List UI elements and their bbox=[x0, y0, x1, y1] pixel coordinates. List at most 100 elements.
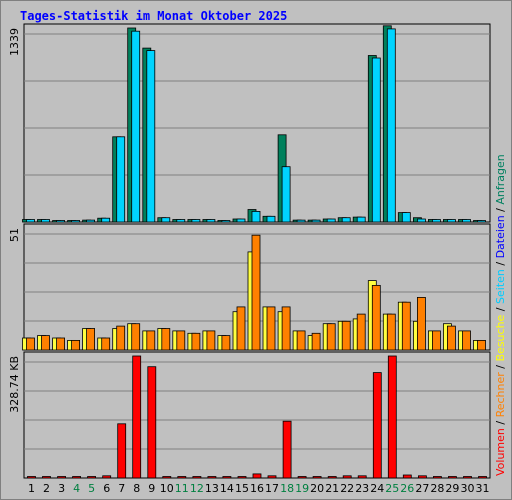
bar-besuche-day-27 bbox=[416, 296, 426, 351]
bar-besuche-day-28 bbox=[431, 330, 441, 351]
bar-besuche-day-13 bbox=[206, 330, 216, 351]
bar-seiten-day-8 bbox=[131, 30, 141, 223]
day-label-5: 5 bbox=[88, 482, 95, 495]
day-label-29: 29 bbox=[445, 482, 459, 495]
bar-volumen-day-4 bbox=[72, 476, 81, 479]
bar-besuche-day-1 bbox=[26, 337, 35, 351]
bar-seiten-day-22 bbox=[341, 217, 351, 223]
bar-volumen-day-10 bbox=[162, 476, 172, 479]
plot-area bbox=[23, 23, 491, 223]
bar-seiten-day-20 bbox=[311, 219, 321, 223]
bar-besuche-day-31 bbox=[477, 339, 486, 351]
bar-besuche-day-23 bbox=[356, 313, 366, 351]
day-label-14: 14 bbox=[220, 482, 234, 495]
day-label-3: 3 bbox=[58, 482, 65, 495]
day-label-13: 13 bbox=[205, 482, 219, 495]
bar-seiten-day-24 bbox=[371, 57, 381, 223]
legend-item-rechner: Rechner bbox=[494, 372, 507, 418]
day-label-15: 15 bbox=[235, 482, 249, 495]
day-label-28: 28 bbox=[430, 482, 444, 495]
day-label-26: 26 bbox=[400, 482, 414, 495]
bar-seiten-day-11 bbox=[176, 219, 186, 223]
bar-seiten-day-28 bbox=[431, 219, 441, 223]
bar-volumen-day-20 bbox=[312, 476, 322, 479]
bar-besuche-day-26 bbox=[401, 301, 411, 351]
day-label-19: 19 bbox=[295, 482, 309, 495]
day-label-9: 9 bbox=[148, 482, 155, 495]
bar-volumen-day-29 bbox=[447, 476, 457, 479]
day-label-2: 2 bbox=[43, 482, 50, 495]
legend-separator: / bbox=[494, 258, 507, 269]
day-label-27: 27 bbox=[415, 482, 429, 495]
bar-volumen-day-22 bbox=[342, 475, 352, 479]
bar-volumen-day-24 bbox=[372, 372, 382, 479]
day-label-24: 24 bbox=[370, 482, 384, 495]
bar-volumen-day-9 bbox=[147, 366, 157, 479]
bar-volumen-day-3 bbox=[57, 476, 66, 479]
bar-volumen-day-27 bbox=[417, 475, 427, 479]
bar-volumen-day-12 bbox=[192, 476, 202, 479]
bar-besuche-day-10 bbox=[161, 328, 171, 351]
bar-volumen-day-8 bbox=[132, 355, 142, 479]
bar-seiten-day-2 bbox=[41, 219, 50, 223]
legend-item-anfragen: Anfragen bbox=[494, 154, 507, 204]
bar-volumen-day-18 bbox=[282, 420, 292, 479]
plot-area bbox=[23, 351, 491, 479]
chart-panel-2: 51 bbox=[8, 223, 491, 351]
bar-seiten-day-19 bbox=[296, 219, 306, 223]
bar-volumen-day-11 bbox=[177, 476, 187, 479]
panel-scale-label: 328.74 KB bbox=[8, 356, 21, 413]
day-label-18: 18 bbox=[280, 482, 294, 495]
bar-seiten-day-15 bbox=[236, 218, 246, 223]
bar-seiten-day-27 bbox=[416, 218, 426, 223]
bar-besuche-day-11 bbox=[176, 330, 186, 351]
bar-volumen-day-15 bbox=[237, 476, 247, 479]
panel-scale-label: 1339 bbox=[8, 28, 21, 56]
bar-volumen-day-6 bbox=[102, 475, 112, 479]
bar-besuche-day-24 bbox=[371, 284, 381, 351]
bar-volumen-day-25 bbox=[387, 355, 397, 479]
chart-title: Tages-Statistik im Monat Oktober 2025 bbox=[20, 9, 287, 23]
bar-volumen-day-1 bbox=[27, 476, 36, 479]
bar-seiten-day-4 bbox=[71, 220, 80, 223]
bar-besuche-day-5 bbox=[86, 328, 95, 351]
day-label-16: 16 bbox=[250, 482, 264, 495]
legend-item-seiten: Seiten bbox=[494, 269, 507, 304]
bar-seiten-day-10 bbox=[161, 217, 171, 223]
legend-separator: / bbox=[494, 205, 507, 216]
day-label-23: 23 bbox=[355, 482, 369, 495]
bar-besuche-day-14 bbox=[221, 335, 231, 351]
bar-seiten-day-7 bbox=[116, 136, 126, 223]
bar-seiten-day-30 bbox=[462, 219, 471, 223]
bar-volumen-day-26 bbox=[402, 474, 412, 479]
legend-separator: / bbox=[494, 362, 507, 373]
legend-item-volumen: Volumen bbox=[494, 428, 507, 476]
day-label-12: 12 bbox=[190, 482, 204, 495]
bar-volumen-day-5 bbox=[87, 476, 96, 479]
bar-besuche-day-25 bbox=[386, 313, 396, 351]
bar-seiten-day-21 bbox=[326, 218, 336, 223]
bar-seiten-day-18 bbox=[281, 166, 291, 223]
legend-separator: / bbox=[494, 304, 507, 315]
bar-seiten-day-5 bbox=[86, 219, 95, 223]
bar-seiten-day-3 bbox=[56, 220, 65, 223]
bar-volumen-day-7 bbox=[117, 423, 127, 479]
bar-besuche-day-16 bbox=[251, 234, 261, 351]
bar-volumen-day-23 bbox=[357, 475, 367, 479]
chart-panel-1: 1339 bbox=[8, 23, 491, 223]
bar-besuche-day-17 bbox=[266, 306, 276, 351]
bar-volumen-day-30 bbox=[463, 476, 472, 479]
day-label-8: 8 bbox=[133, 482, 140, 495]
bar-besuche-day-9 bbox=[146, 330, 156, 351]
bar-besuche-day-20 bbox=[311, 332, 321, 351]
bar-besuche-day-22 bbox=[341, 320, 351, 351]
bar-volumen-day-14 bbox=[222, 476, 232, 479]
bar-volumen-day-19 bbox=[297, 476, 307, 479]
day-label-21: 21 bbox=[325, 482, 339, 495]
bar-besuche-day-2 bbox=[41, 335, 50, 351]
bar-besuche-day-29 bbox=[446, 325, 456, 351]
bar-seiten-day-9 bbox=[146, 50, 156, 223]
bar-seiten-day-14 bbox=[221, 220, 231, 223]
chart-panel-3: 328.74 KB bbox=[8, 351, 491, 479]
